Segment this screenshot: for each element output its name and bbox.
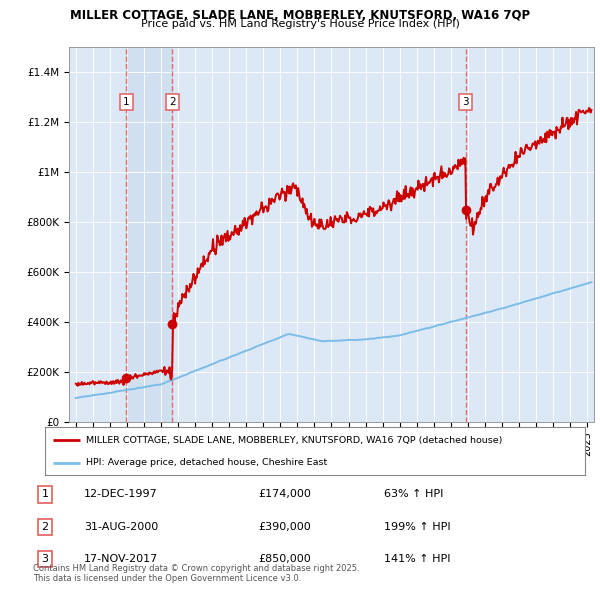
Text: £390,000: £390,000 bbox=[258, 522, 311, 532]
Text: 63% ↑ HPI: 63% ↑ HPI bbox=[384, 490, 443, 499]
Text: 1: 1 bbox=[123, 97, 130, 107]
Text: 141% ↑ HPI: 141% ↑ HPI bbox=[384, 555, 451, 564]
Text: MILLER COTTAGE, SLADE LANE, MOBBERLEY, KNUTSFORD, WA16 7QP: MILLER COTTAGE, SLADE LANE, MOBBERLEY, K… bbox=[70, 9, 530, 22]
Text: 31-AUG-2000: 31-AUG-2000 bbox=[84, 522, 158, 532]
Text: Price paid vs. HM Land Registry's House Price Index (HPI): Price paid vs. HM Land Registry's House … bbox=[140, 19, 460, 30]
Text: 1: 1 bbox=[41, 490, 49, 499]
Text: 2: 2 bbox=[41, 522, 49, 532]
Text: MILLER COTTAGE, SLADE LANE, MOBBERLEY, KNUTSFORD, WA16 7QP (detached house): MILLER COTTAGE, SLADE LANE, MOBBERLEY, K… bbox=[86, 435, 502, 445]
Text: Contains HM Land Registry data © Crown copyright and database right 2025.
This d: Contains HM Land Registry data © Crown c… bbox=[33, 563, 359, 583]
Text: 199% ↑ HPI: 199% ↑ HPI bbox=[384, 522, 451, 532]
Text: 3: 3 bbox=[41, 555, 49, 564]
Text: HPI: Average price, detached house, Cheshire East: HPI: Average price, detached house, Ches… bbox=[86, 458, 327, 467]
Text: 2: 2 bbox=[169, 97, 176, 107]
Text: 12-DEC-1997: 12-DEC-1997 bbox=[84, 490, 158, 499]
Text: £174,000: £174,000 bbox=[258, 490, 311, 499]
Text: £850,000: £850,000 bbox=[258, 555, 311, 564]
Text: 17-NOV-2017: 17-NOV-2017 bbox=[84, 555, 158, 564]
Bar bbox=[126, 47, 172, 422]
Text: 3: 3 bbox=[463, 97, 469, 107]
